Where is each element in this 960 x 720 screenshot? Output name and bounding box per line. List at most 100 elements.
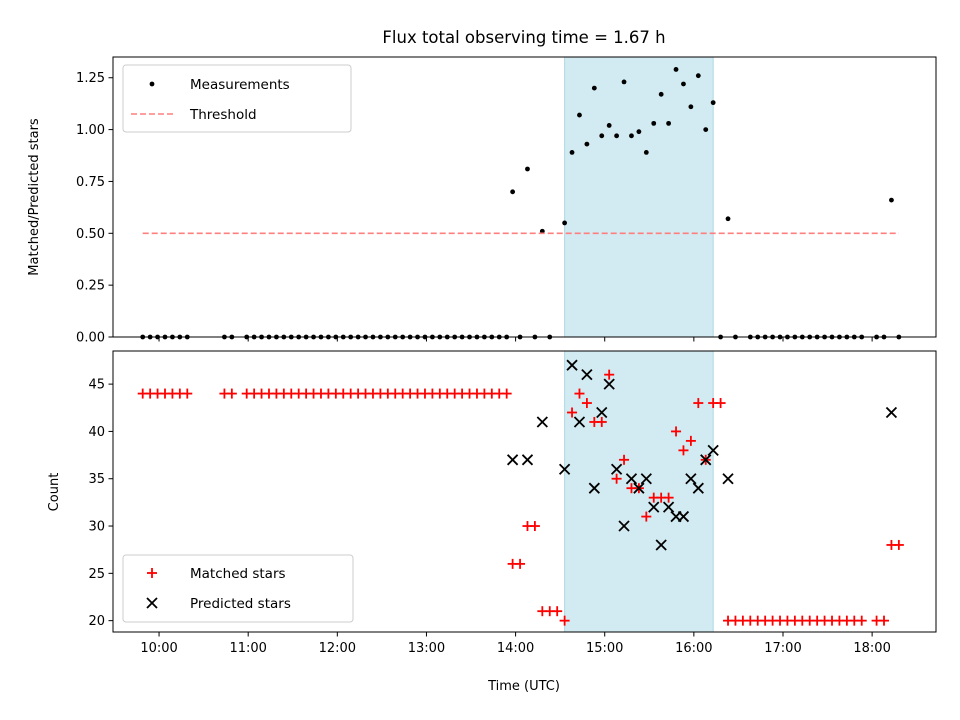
measurement-point: [725, 216, 731, 222]
predicted-stars-point: [536, 416, 548, 428]
measurement-point: [636, 129, 642, 135]
predicted-stars-point: [625, 473, 638, 485]
top-y-tick-label: 0.25: [76, 279, 105, 294]
bottom-panel: 10:00 11:00 12:00 13:00 14:00 15:00 16:00 17:00…: [47, 350, 937, 694]
matched-stars-point: [559, 615, 570, 626]
matched-stars-point: [604, 369, 615, 380]
matched-stars-point: [611, 473, 622, 484]
measurement-point: [510, 189, 516, 195]
matched-stars-point: [596, 416, 607, 427]
matched-stars-point: [182, 388, 193, 399]
matched-stars-point: [693, 398, 704, 409]
legend-measurements-label: Measurements: [190, 77, 290, 93]
matched-stars-point: [619, 454, 630, 465]
x-axis-label: Time (UTC): [487, 679, 560, 694]
measurement-point: [569, 150, 575, 155]
matched-stars-point: [641, 511, 652, 522]
bottom-y-axis-label: Count: [47, 473, 62, 512]
x-tick-label: 10:00: [140, 641, 177, 656]
measurement-point: [688, 104, 694, 110]
predicted-stars-point: [677, 510, 690, 523]
bottom-legend-box: [122, 554, 354, 623]
top-axes-frame: [112, 56, 937, 338]
matched-stars-point: [501, 388, 512, 399]
predicted-stars-point: [610, 463, 623, 475]
legend-matched-label: Matched stars: [190, 566, 286, 582]
bottom-axis-ticks: 10:00 11:00 12:00 13:00 14:00 15:00 16:00 17:00…: [88, 378, 890, 656]
predicted-stars-point: [603, 378, 615, 390]
matched-stars-point: [856, 615, 867, 626]
measurement-point: [584, 141, 590, 147]
legend-predicted-marker: [146, 597, 158, 609]
measurement-point: [666, 120, 671, 126]
top-panel: 0.00 0.25 0.50 0.75 1.00 1.25 Matched/Predict…: [27, 56, 937, 346]
top-y-axis-label: Matched/Predicted stars: [27, 118, 42, 276]
matched-stars-point: [663, 492, 674, 503]
x-tick-label: 14:00: [497, 641, 534, 656]
top-highlight-span: [564, 56, 714, 338]
legend-predicted-label: Predicted stars: [190, 596, 291, 612]
predicted-stars-point: [566, 359, 578, 371]
measurement-point: [695, 73, 701, 79]
top-legend-box: [122, 64, 352, 133]
matched-stars-point: [678, 445, 689, 456]
measurement-point: [889, 197, 894, 203]
bottom-axes-frame: [112, 350, 937, 633]
x-tick-label: 11:00: [229, 641, 266, 656]
measurement-point: [614, 133, 620, 139]
measurement-point: [599, 133, 605, 139]
predicted-stars-point: [700, 454, 712, 466]
measurement-point: [710, 100, 716, 106]
measurement-point: [606, 123, 612, 128]
predicted-stars-point: [692, 482, 704, 494]
bottom-y-tick-label: 45: [88, 378, 105, 393]
predicted-stars-point: [506, 454, 519, 466]
x-tick-label: 17:00: [764, 641, 801, 656]
predicted-stars-point: [588, 482, 600, 494]
bottom-plot-marks: [137, 359, 904, 626]
top-y-tick-label: 1.00: [76, 123, 105, 138]
x-tick-label: 18:00: [853, 641, 890, 656]
matched-stars-point: [671, 426, 682, 437]
predicted-stars-point: [722, 473, 734, 485]
measurement-point: [577, 112, 582, 118]
matched-stars-point: [581, 398, 592, 409]
predicted-stars-point: [521, 454, 534, 466]
top-y-tick-label: 0.75: [76, 175, 105, 190]
measurement-point: [651, 120, 657, 126]
matched-stars-point: [515, 558, 526, 569]
predicted-stars-point: [558, 463, 571, 475]
x-tick-label: 13:00: [408, 641, 445, 656]
measurement-point: [621, 79, 627, 85]
matched-stars-point: [715, 398, 726, 409]
bottom-y-tick-label: 30: [88, 520, 105, 535]
chart-title: Flux total observing time = 1.67 h: [382, 28, 665, 47]
matched-stars-point: [529, 521, 540, 532]
x-tick-label: 16:00: [675, 641, 712, 656]
top-axis-ticks: 0.00 0.25 0.50 0.75 1.00 1.25: [76, 71, 873, 346]
matched-stars-point: [893, 539, 904, 550]
bottom-y-tick-label: 35: [88, 472, 105, 487]
predicted-stars-point: [885, 406, 898, 419]
measurement-point: [643, 150, 649, 155]
measurement-point: [673, 67, 679, 72]
matched-stars-point: [226, 388, 237, 399]
top-plot-marks: [140, 67, 902, 340]
bottom-legend: Matched stars Predicted stars: [122, 554, 354, 623]
top-y-tick-label: 0.50: [76, 227, 105, 242]
legend-threshold-label: Threshold: [189, 107, 257, 123]
measurement-point: [562, 220, 568, 226]
matched-stars-point: [685, 435, 696, 446]
matched-stars-point: [552, 606, 563, 617]
measurement-point: [591, 85, 597, 91]
matched-stars-point: [574, 388, 585, 399]
predicted-stars-point: [618, 520, 630, 532]
measurement-point: [629, 133, 634, 139]
top-y-tick-label: 1.25: [76, 71, 105, 86]
predicted-stars-point: [640, 473, 652, 485]
matched-stars-point: [879, 615, 890, 626]
x-tick-label: 15:00: [586, 641, 623, 656]
predicted-stars-point: [581, 369, 593, 381]
measurement-point: [658, 91, 664, 97]
